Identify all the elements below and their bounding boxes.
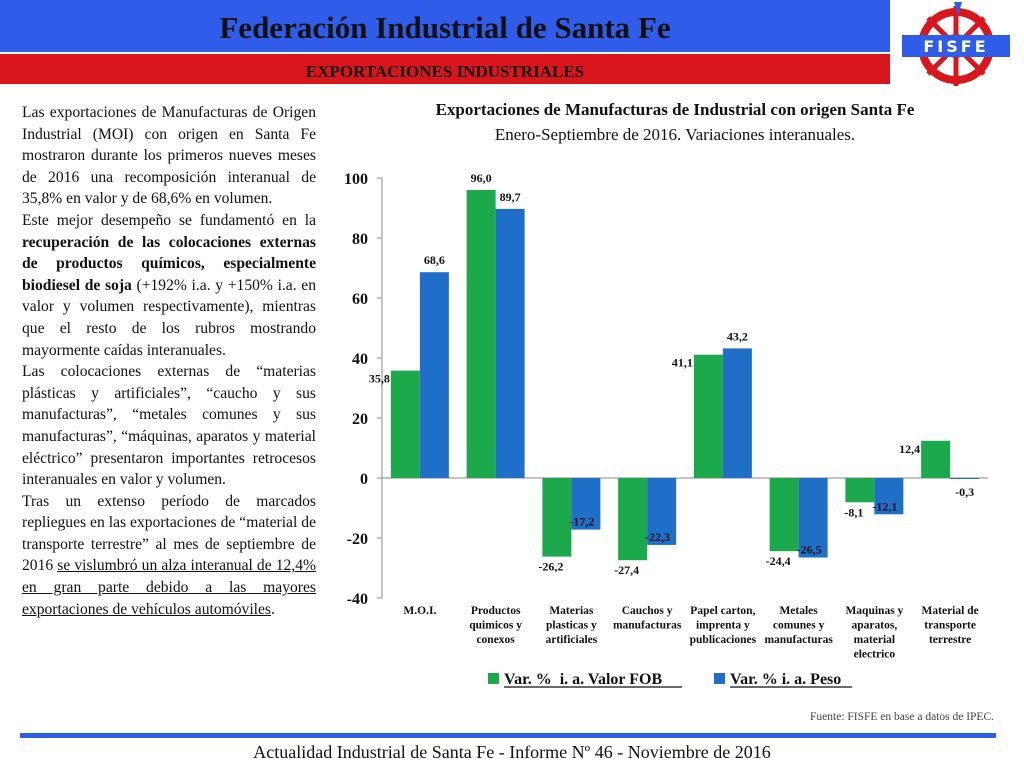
bar	[921, 440, 951, 478]
bar	[693, 354, 723, 478]
category-label: Maquinas y	[845, 605, 903, 617]
header-bar	[0, 0, 890, 52]
paragraph-transporte: Tras un extenso período de marcados repl…	[22, 492, 316, 618]
data-label: 35,8	[369, 372, 390, 386]
category-label: imprenta y	[696, 620, 750, 632]
legend-swatch-peso	[714, 673, 725, 684]
bar	[542, 478, 572, 557]
highlight-transporte: se vislumbró un alza interanual de 12,4%…	[22, 557, 316, 618]
data-label: -0,3	[955, 485, 974, 499]
data-label: 12,4	[899, 442, 920, 456]
data-label: -27,4	[614, 563, 639, 577]
category-label: Material de	[922, 605, 979, 617]
bar	[950, 478, 980, 479]
category-label: terrestre	[929, 634, 971, 646]
category-label: quimicos y	[469, 620, 522, 632]
legend-swatch-valor	[488, 673, 499, 684]
category-label: material	[854, 634, 896, 646]
y-tick-label: 100	[344, 171, 368, 188]
chart-subtitle: Enero-Septiembre de 2016. Variaciones in…	[494, 125, 856, 144]
data-label: 43,2	[727, 329, 748, 343]
y-tick-label: 80	[352, 231, 368, 248]
fisfe-logo: FISFE	[902, 2, 1010, 86]
data-label: -12,1	[872, 499, 897, 513]
bar	[495, 208, 525, 478]
data-label: -26,2	[538, 560, 563, 574]
data-label: -8,1	[844, 505, 863, 519]
y-tick-label: 0	[360, 471, 368, 488]
highlight-quimicos: recuperación de las colocaciones externa…	[22, 233, 316, 294]
data-label: -24,4	[766, 554, 791, 568]
bar	[798, 478, 828, 558]
bar	[571, 478, 601, 530]
data-label: -26,5	[797, 543, 822, 557]
category-label: transporte	[924, 620, 976, 632]
data-label: 41,1	[672, 356, 693, 370]
category-label: plasticas y	[546, 620, 597, 632]
y-tick-label: -40	[347, 591, 368, 608]
chart-title: Exportaciones de Manufacturas de Industr…	[435, 100, 915, 119]
bar	[390, 370, 420, 478]
footer-divider	[20, 733, 996, 738]
data-label: -17,2	[569, 515, 594, 529]
category-label: comunes y	[773, 620, 825, 632]
page-title: Federación Industrial de Santa Fe	[219, 10, 671, 45]
commentary-text: Las exportaciones de Manufacturas de Ori…	[22, 102, 316, 620]
category-label: manufacturas	[613, 620, 682, 632]
category-label: Productos	[471, 605, 521, 617]
legend-label-peso: Var. % i. a. Peso	[730, 671, 841, 688]
paragraph-moi: Las exportaciones de Manufacturas de Ori…	[22, 104, 316, 208]
bar	[845, 478, 875, 503]
paragraph-quimicos: Este mejor desempeño se fundamentó en la…	[22, 211, 316, 359]
category-label: Materias	[549, 605, 594, 617]
page-subtitle: EXPORTACIONES INDUSTRIALES	[305, 62, 585, 81]
y-tick-label: -20	[347, 531, 368, 548]
data-label: -22,3	[645, 530, 670, 544]
data-label: 89,7	[500, 190, 521, 204]
svg-text:FISFE: FISFE	[923, 37, 988, 56]
bar	[618, 478, 648, 561]
subheader-bar	[0, 54, 890, 84]
bar	[769, 478, 799, 552]
category-label: aparatos,	[852, 620, 898, 632]
bar-chart: -40 -20 0 20 40 60 80 100 35,8 96,0 -26,2 -27,4 41,1…	[344, 171, 988, 688]
bar	[419, 272, 449, 478]
data-label: 68,6	[424, 253, 445, 267]
data-label: 96,0	[471, 171, 492, 185]
category-label: manufacturas	[764, 634, 833, 646]
y-tick-label: 40	[352, 351, 368, 368]
category-label: electrico	[854, 649, 896, 661]
bar	[722, 348, 752, 478]
bar	[466, 190, 496, 478]
category-label: Cauchos y	[622, 605, 673, 617]
legend-label-valor: Var. % i. a. Valor FOB	[504, 671, 662, 688]
category-label: Metales	[779, 605, 818, 617]
paragraph-retrocesos: Las colocaciones externas de “materias p…	[22, 363, 316, 489]
category-label: artificiales	[546, 634, 598, 646]
bar	[874, 478, 904, 515]
y-tick-label: 60	[352, 291, 368, 308]
category-label: conexos	[476, 634, 515, 646]
footer-text: Actualidad Industrial de Santa Fe - Info…	[253, 742, 771, 762]
category-label: Papel carton,	[690, 605, 755, 617]
bar	[647, 478, 677, 545]
source-note: Fuente: FISFE en base a datos de IPEC.	[810, 711, 994, 723]
category-label: publicaciones	[690, 634, 757, 646]
category-label: M.O.I.	[403, 605, 436, 617]
y-tick-label: 20	[352, 411, 368, 428]
